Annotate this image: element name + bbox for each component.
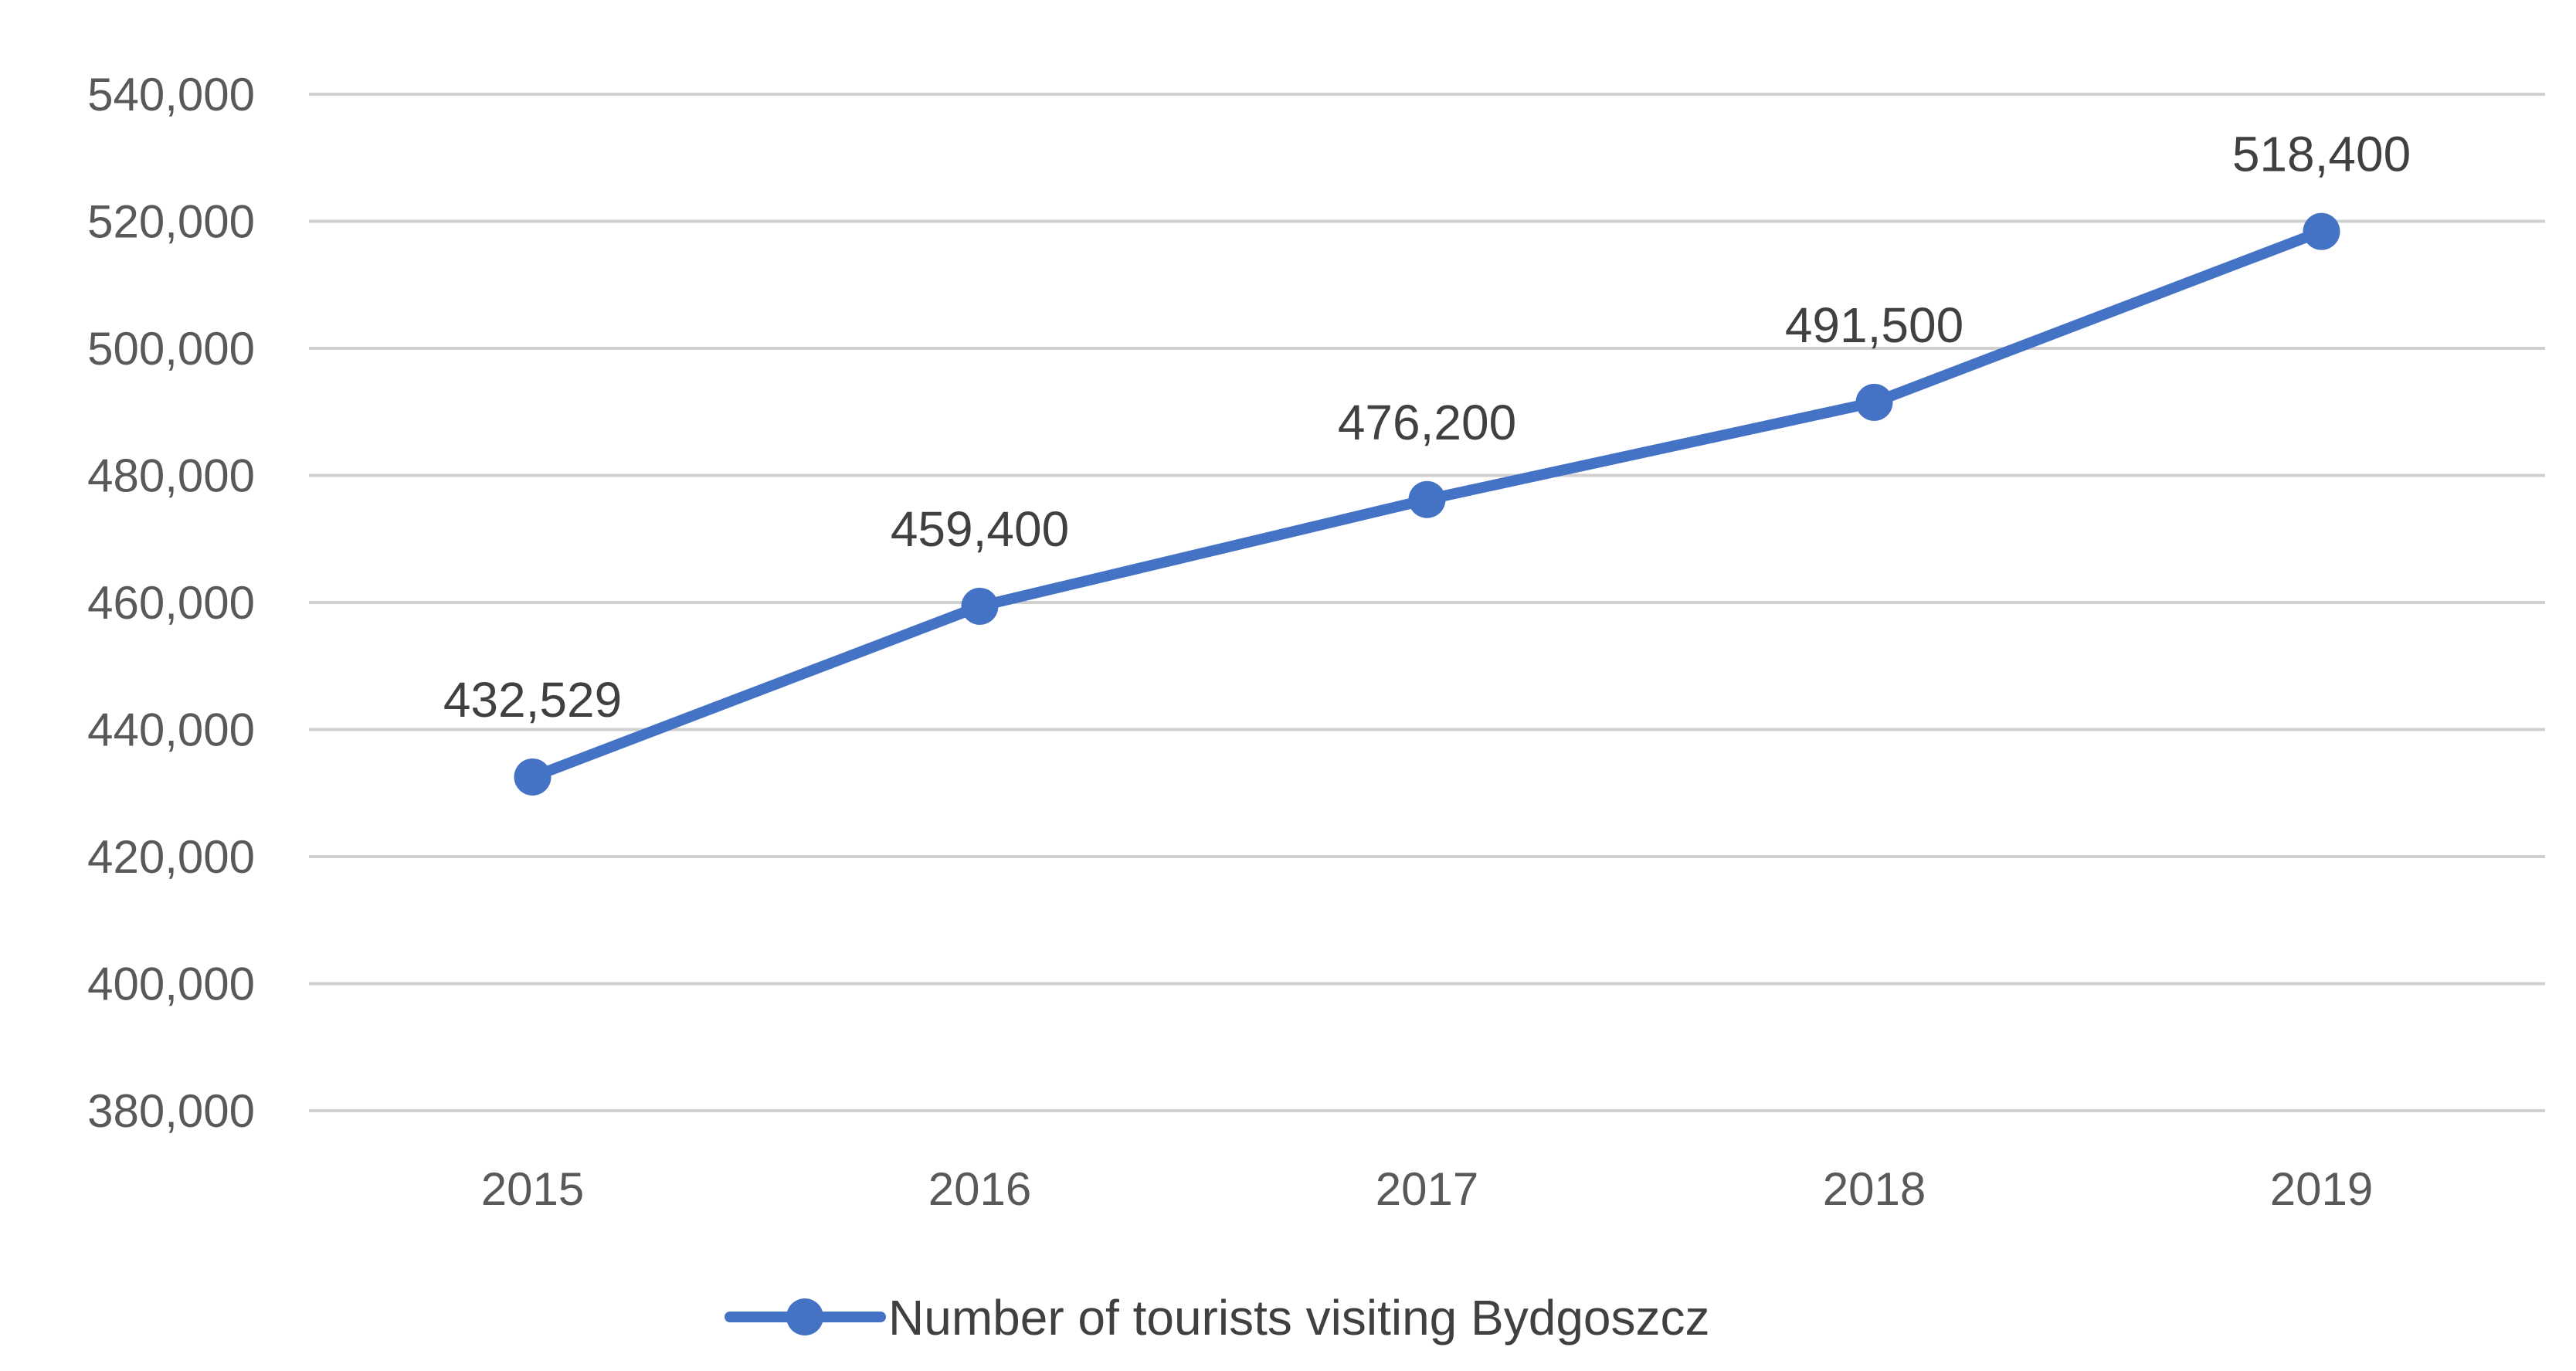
series-layer [514, 212, 2340, 796]
legend: Number of tourists visiting Bydgoszcz [725, 1290, 1710, 1346]
data-point [1408, 480, 1446, 518]
legend-label: Number of tourists visiting Bydgoszcz [888, 1290, 1710, 1346]
data-label: 459,400 [891, 501, 1069, 557]
x-axis-ticks: 2015 2016 2017 2018 2019 [481, 1163, 2373, 1215]
y-tick-label: 520,000 [87, 196, 255, 248]
data-point [514, 758, 552, 796]
y-tick-label: 540,000 [87, 69, 255, 120]
data-label: 518,400 [2232, 127, 2411, 182]
data-label: 476,200 [1338, 395, 1516, 450]
y-axis-ticks: 380,000 400,000 420,000 440,000 460,000 480,0… [87, 69, 255, 1137]
data-point [2303, 212, 2340, 250]
gridlines [309, 93, 2545, 1112]
data-point [961, 587, 999, 625]
legend-dot-marker [786, 1298, 823, 1335]
y-tick-label: 380,000 [87, 1085, 255, 1137]
data-labels: 432,529 459,400 476,200 491,500 518,400 [443, 127, 2411, 728]
x-tick-label: 2019 [2270, 1163, 2373, 1215]
data-label: 432,529 [443, 672, 622, 728]
data-point [1855, 383, 1893, 421]
x-tick-label: 2017 [1376, 1163, 1478, 1215]
x-tick-label: 2018 [1823, 1163, 1926, 1215]
x-tick-label: 2016 [928, 1163, 1031, 1215]
y-tick-label: 460,000 [87, 577, 255, 629]
y-tick-label: 480,000 [87, 450, 255, 502]
data-label: 491,500 [1785, 297, 1963, 353]
x-tick-label: 2015 [481, 1163, 584, 1215]
y-tick-label: 440,000 [87, 704, 255, 756]
y-tick-label: 500,000 [87, 323, 255, 375]
y-tick-label: 420,000 [87, 831, 255, 883]
y-tick-label: 400,000 [87, 959, 255, 1010]
